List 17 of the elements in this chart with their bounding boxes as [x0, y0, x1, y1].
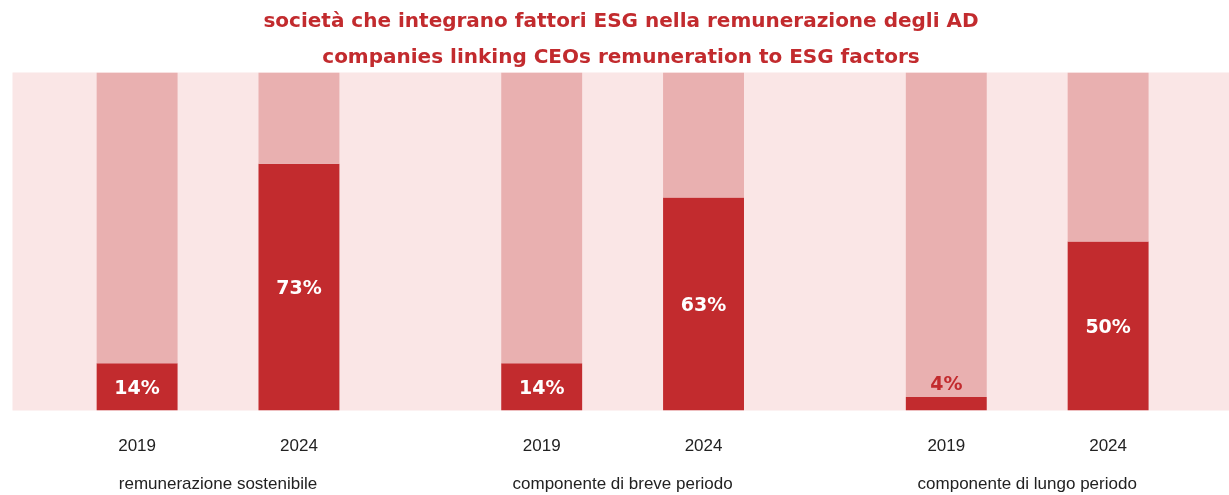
data-label: 14%: [518, 375, 565, 398]
x-tick-label: 2024: [684, 435, 723, 455]
text: remunerazione sostenibile: [118, 473, 318, 493]
data-label: 63%: [680, 293, 727, 316]
x-tick-label: 2019: [118, 435, 157, 455]
x-tick-label: 2024: [1089, 435, 1128, 455]
data-label: 4%: [930, 371, 963, 394]
data-label: 14%: [114, 375, 160, 398]
x-tick-label: 2019: [927, 435, 966, 455]
text: componente di lungo periodo: [917, 473, 1137, 493]
chart-title: società che integrano fattori ESG nella remunerazione degli AD: [263, 7, 979, 32]
text: componente di breve periodo: [512, 473, 733, 493]
x-tick-label: 2024: [280, 435, 318, 455]
data-label: 73%: [276, 276, 322, 299]
data-label: 50%: [1085, 315, 1131, 337]
chart-subtitle: companies linking CEOs remuneration to ESG factors: [322, 43, 920, 68]
x-tick-label: 2019: [522, 435, 561, 455]
